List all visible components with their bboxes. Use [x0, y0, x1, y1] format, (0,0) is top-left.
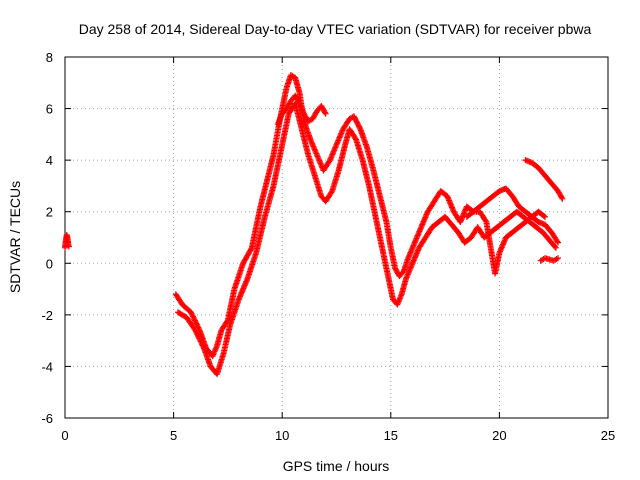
- y-tick-label: 2: [46, 205, 53, 220]
- chart-title: Day 258 of 2014, Sidereal Day-to-day VTE…: [79, 21, 592, 37]
- data-point: [196, 335, 203, 342]
- data-point: [191, 316, 198, 323]
- data-point: [199, 341, 206, 348]
- data-point: [552, 244, 559, 251]
- y-axis-label: SDTVAR / TECUs: [7, 181, 23, 293]
- series-track-d: [463, 208, 549, 277]
- data-point: [295, 99, 302, 106]
- data-point: [558, 194, 565, 201]
- data-point: [192, 328, 199, 335]
- y-tick-label: -2: [41, 308, 53, 323]
- data-point: [356, 124, 363, 131]
- data-point: [192, 327, 199, 334]
- data-points: [62, 72, 566, 378]
- data-point: [248, 246, 255, 253]
- x-tick-label: 15: [384, 428, 398, 443]
- data-point: [554, 238, 561, 245]
- plot-frame: [64, 56, 609, 419]
- data-point: [540, 213, 547, 220]
- data-point: [193, 321, 200, 328]
- data-point: [187, 309, 194, 316]
- data-point: [551, 243, 558, 250]
- data-point: [192, 318, 199, 325]
- series-track-f: [537, 255, 562, 264]
- data-point: [190, 314, 197, 321]
- series-segment-start: [62, 231, 72, 251]
- series-track-b: [174, 100, 559, 378]
- x-tick-label: 25: [601, 428, 615, 443]
- data-point: [555, 239, 562, 246]
- y-axis: -6 -4 -2 0 2 4 6 8: [41, 50, 608, 426]
- data-point: [194, 332, 201, 339]
- y-tick-label: -6: [41, 411, 53, 426]
- series-track-c: [274, 92, 329, 128]
- data-point: [193, 320, 200, 327]
- x-tick-label: 0: [61, 428, 68, 443]
- data-point: [194, 331, 201, 338]
- y-tick-label: 6: [46, 102, 53, 117]
- data-point: [322, 110, 329, 117]
- data-point: [196, 337, 203, 344]
- data-point: [195, 334, 202, 341]
- grid: [65, 57, 608, 418]
- y-tick-label: -4: [41, 359, 53, 374]
- data-point: [328, 189, 335, 196]
- y-tick-label: 8: [46, 50, 53, 65]
- data-point: [482, 217, 489, 224]
- data-point: [188, 310, 195, 317]
- x-axis: 0 5 10 15 20 25: [61, 57, 615, 443]
- data-point: [352, 135, 359, 142]
- series-track-e: [522, 157, 566, 202]
- data-point: [469, 209, 476, 216]
- x-tick-label: 20: [492, 428, 506, 443]
- data-point: [193, 330, 200, 337]
- data-point: [200, 343, 207, 350]
- data-point: [189, 312, 196, 319]
- data-point: [189, 313, 196, 320]
- data-point: [559, 195, 566, 202]
- y-tick-label: 0: [46, 256, 53, 271]
- data-point: [199, 342, 206, 349]
- x-tick-label: 10: [275, 428, 289, 443]
- data-point: [197, 338, 204, 345]
- y-tick-label: 4: [46, 153, 53, 168]
- data-point: [321, 109, 328, 116]
- data-point: [198, 339, 205, 346]
- x-tick-label: 5: [170, 428, 177, 443]
- data-point: [555, 255, 562, 262]
- x-axis-label: GPS time / hours: [283, 458, 390, 474]
- data-point: [191, 317, 198, 324]
- data-point: [542, 213, 549, 220]
- data-point: [65, 243, 72, 250]
